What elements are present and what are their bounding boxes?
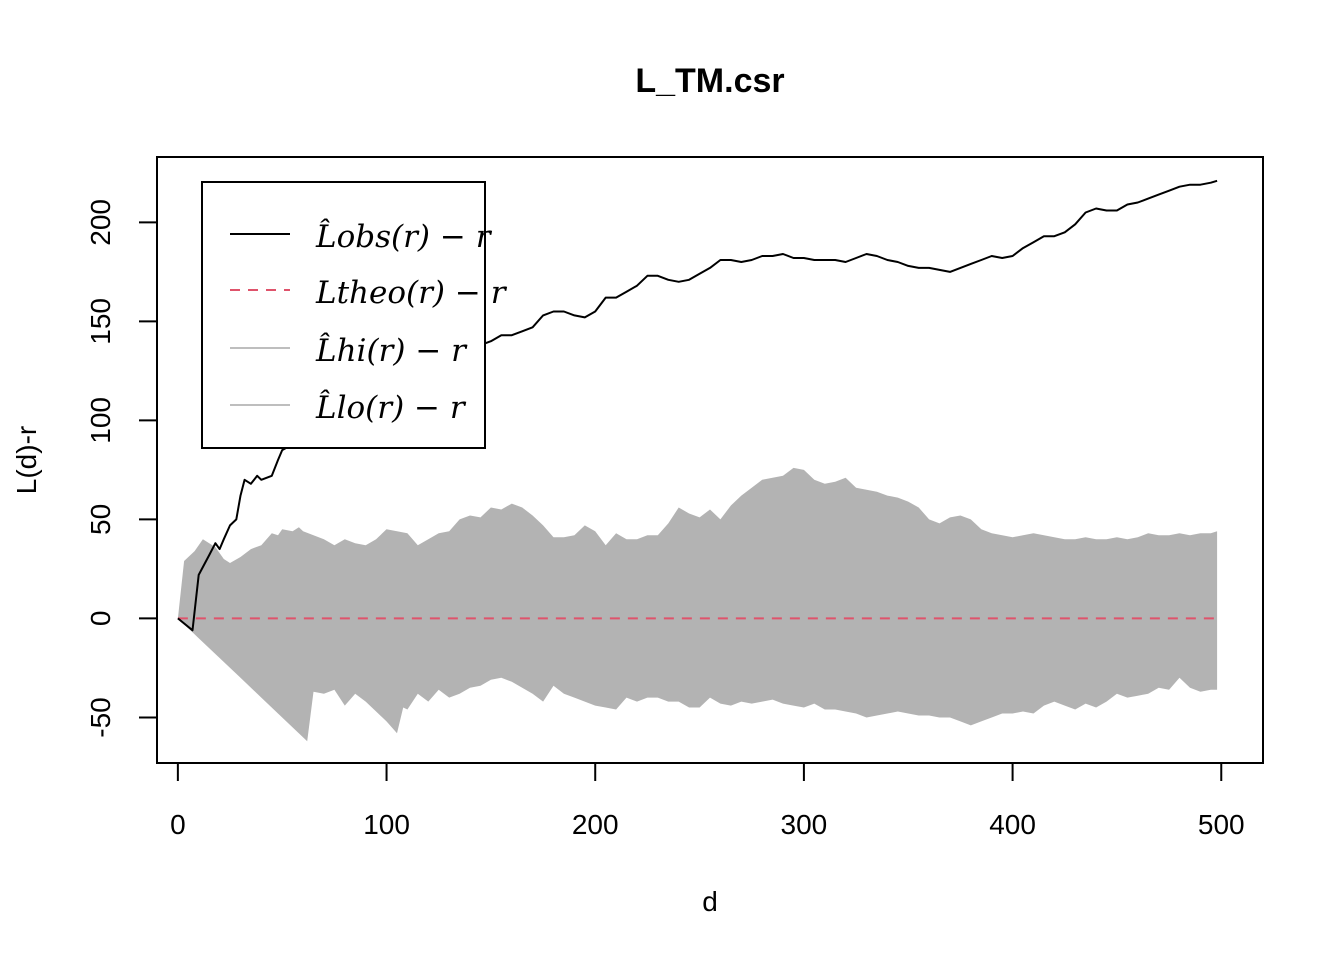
y-tick-label: 200 [85, 199, 116, 246]
x-tick-label: 300 [781, 809, 828, 840]
chart-title: L_TM.csr [635, 62, 784, 100]
y-tick-label: 150 [85, 298, 116, 345]
x-axis-label: d [702, 886, 718, 917]
legend-label-theo: Ltheo(r) − r [315, 275, 508, 311]
y-axis: -50 0 50 100 150 200 [85, 199, 158, 738]
legend-label-lo: L̂lo(r) − r [315, 388, 467, 426]
x-tick-label: 0 [170, 809, 186, 840]
legend-box [201, 181, 486, 449]
y-tick-label: 50 [85, 504, 116, 535]
x-tick-label: 500 [1198, 809, 1245, 840]
x-tick-label: 100 [363, 809, 410, 840]
y-axis-label: L(d)-r [11, 426, 42, 494]
x-axis: 0 100 200 300 400 500 [170, 762, 1245, 840]
x-tick-label: 400 [989, 809, 1036, 840]
x-tick-label: 200 [572, 809, 619, 840]
legend-label-obs: L̂obs(r) − r [315, 217, 493, 255]
legend: L̂obs(r) − r Ltheo(r) − r L̂hi(r) − r L̂… [201, 181, 508, 449]
legend-label-hi: L̂hi(r) − r [315, 331, 468, 369]
envelope-band [177, 467, 1218, 742]
y-tick-label: -50 [85, 697, 116, 737]
y-tick-label: 100 [85, 397, 116, 444]
y-tick-label: 0 [85, 611, 116, 627]
